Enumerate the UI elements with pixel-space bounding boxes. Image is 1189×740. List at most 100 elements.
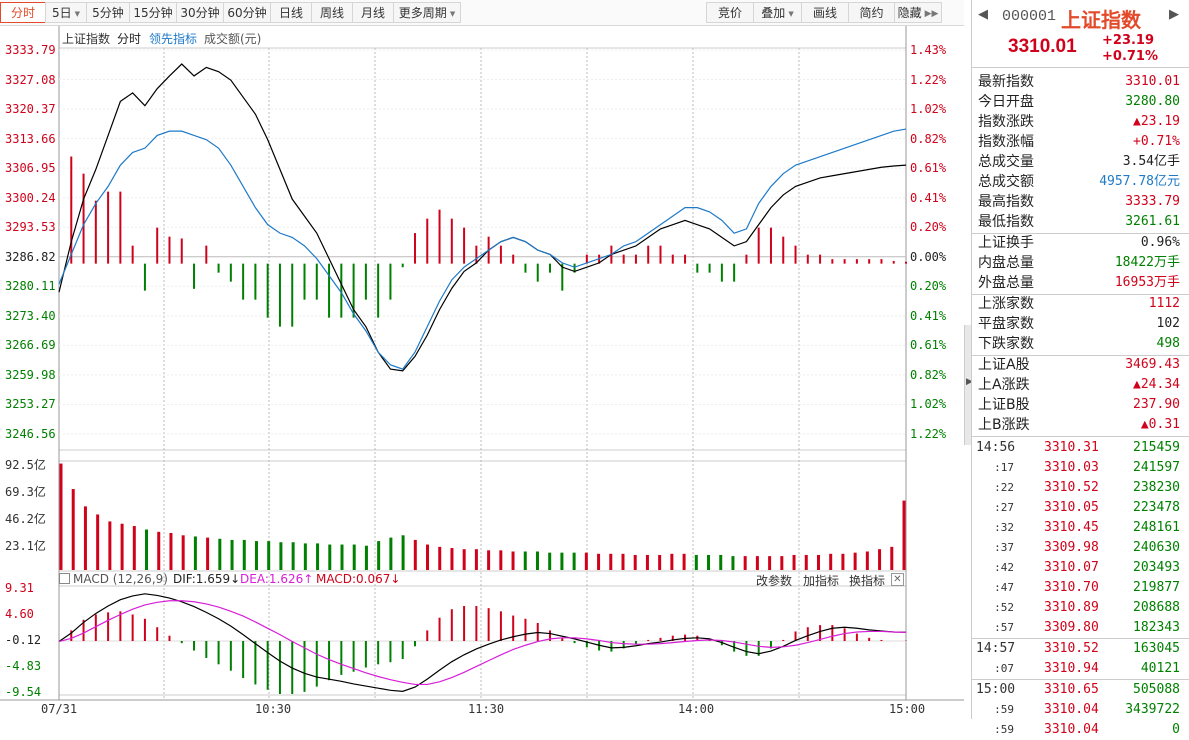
macd-axis-tick: -0.12 [5,633,42,647]
period-tab-8[interactable]: 月线 [352,2,394,23]
volume-bar [438,546,442,570]
price-axis-tick: 3253.27 [5,397,56,412]
volume-bar [865,551,869,570]
stat-label: 下跌家数 [978,336,1034,352]
stat-value: 3333.79 [1125,194,1180,209]
period-tab-3[interactable]: 15分钟 [129,2,177,23]
volume-bar [413,539,417,570]
stat-label: 上证A股 [978,357,1030,373]
tick-time: 14:57 [976,641,1016,656]
volume-bar [548,552,552,570]
volume-bar [841,553,845,570]
quote-panel: ◀ 000001 上证指数 ▶ 3310.01 +23.19 +0.71% 最新… [971,0,1189,737]
macd-legend-title[interactable]: MACD (12,26,9) [59,572,168,586]
volume-bar [230,539,234,570]
macd-add-indicator-link[interactable]: 加指标 [803,574,840,588]
tick-price: 3310.45 [1044,520,1099,535]
stat-value: 237.90 [1133,397,1180,412]
tick-price: 3310.04 [1044,722,1099,737]
price-change-pct: +0.71% [1102,49,1158,64]
index-line [58,63,907,372]
volume-bar [621,553,625,570]
tool-button-label: 隐藏 [897,6,922,20]
stat-value: 102 [1156,316,1180,331]
tool-button-4[interactable]: 隐藏 ▶▶ [894,2,942,23]
tick-price: 3310.52 [1044,641,1099,656]
stat-row: 上证换手 0.96% [972,233,1186,253]
tick-time: :37 [994,541,1014,554]
chart-canvas [0,26,964,701]
tick-price: 3310.07 [1044,560,1099,575]
last-price: 3310.01 [1008,36,1077,57]
period-tab-6[interactable]: 日线 [270,2,312,23]
pct-axis-tick: 0.20% [910,279,947,294]
pct-axis-tick: 0.82% [910,367,947,382]
next-security-icon[interactable]: ▶ [1169,7,1179,22]
security-name: 上证指数 [1061,8,1141,32]
volume-bar [401,535,405,570]
pct-axis-tick: 1.22% [910,427,947,441]
volume-bar [535,551,539,570]
tick-time: :07 [994,662,1014,675]
volume-bar [316,543,320,570]
volume-bar [780,556,784,570]
chevron-down-icon: ▼ [788,10,794,18]
price-axis-tick: 3313.66 [5,131,56,146]
macd-close-icon[interactable]: ✕ [891,573,904,586]
stat-label: 外盘总量 [978,275,1034,291]
tick-price: 3310.89 [1044,600,1099,615]
tool-button-0[interactable]: 竞价 [706,2,754,23]
stat-label: 最低指数 [978,214,1034,230]
volume-bar [682,553,686,570]
time-axis-tick: 14:00 [678,702,715,716]
macd-change-params-link[interactable]: 改参数 [756,574,793,588]
pct-axis-tick: 1.22% [910,72,947,87]
macd-switch-indicator-link[interactable]: 换指标 [849,574,886,588]
tool-button-label: 叠加 [761,6,786,20]
pct-axis-tick: 0.20% [910,220,947,235]
stat-label: 总成交量 [978,154,1034,170]
stat-row: 内盘总量 18422万手 [972,253,1186,273]
panel-divider [972,355,1189,356]
volume-bar [59,463,63,570]
period-tab-5[interactable]: 60分钟 [223,2,271,23]
tool-button-label: 简约 [859,6,884,20]
stat-value: 3469.43 [1125,357,1180,372]
tool-button-1[interactable]: 叠加 ▼ [753,2,802,23]
period-toolbar: 分时 5日 ▼ 5分钟 15分钟 30分钟 60分钟 日线 周线 月线 更多周期 ▼ 竞价 叠加 ▼ 画线 简约… [0,0,964,26]
tool-button-2[interactable]: 画线 [801,2,849,23]
volume-bar [694,554,698,570]
tick-row: 14:56 3310.31 215459 [972,438,1186,458]
tick-volume: 238230 [1133,480,1180,495]
stat-value: +0.71% [1133,134,1180,149]
tick-time: :27 [994,501,1014,514]
period-tab-9[interactable]: 更多周期 ▼ [393,2,461,23]
volume-bar [218,538,222,570]
tool-button-label: 竞价 [717,6,742,20]
panel-collapse-handle[interactable]: ▶ [964,325,973,445]
macd-value-label: MACD:0.067↓ [316,572,401,586]
period-tab-7[interactable]: 周线 [311,2,353,23]
stat-row: 今日开盘 3280.80 [972,92,1186,112]
volume-bar [181,535,185,570]
tick-volume: 223478 [1133,500,1180,515]
volume-bar [71,489,75,570]
tool-button-3[interactable]: 简约 [848,2,895,23]
tick-row: :22 3310.52 238230 [972,478,1186,498]
tick-row: :59 3310.04 0 [972,720,1186,740]
tick-time: :22 [994,481,1014,494]
volume-bar [719,554,723,570]
volume-bar [474,549,478,570]
price-change: +23.19 [1102,33,1155,48]
prev-security-icon[interactable]: ◀ [978,7,988,22]
volume-bar [426,544,430,570]
volume-bar [389,537,393,570]
tick-volume: 219877 [1133,580,1180,595]
volume-bar [707,554,711,570]
period-tab-2[interactable]: 5分钟 [86,2,130,23]
price-axis-tick: 3286.82 [5,249,56,264]
tick-price: 3309.98 [1044,540,1099,555]
tick-price: 3310.94 [1044,661,1099,676]
stat-label: 上A涨跌 [978,377,1030,393]
volume-bar [731,556,735,570]
